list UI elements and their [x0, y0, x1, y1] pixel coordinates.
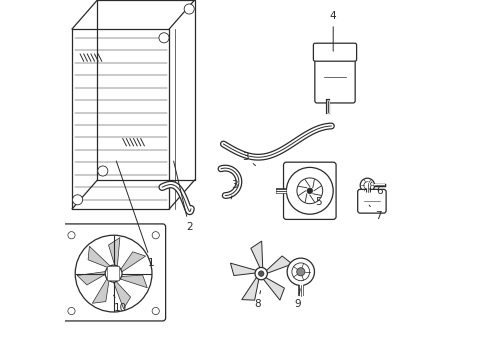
Text: 5: 5: [310, 191, 322, 207]
Text: 4: 4: [330, 11, 337, 51]
Polygon shape: [119, 252, 146, 274]
FancyBboxPatch shape: [314, 43, 357, 61]
Polygon shape: [230, 263, 257, 275]
FancyBboxPatch shape: [358, 189, 386, 213]
Text: 6: 6: [371, 182, 383, 196]
Polygon shape: [72, 29, 170, 209]
Circle shape: [73, 195, 83, 205]
Text: 1: 1: [116, 161, 155, 268]
Circle shape: [110, 270, 117, 277]
Circle shape: [159, 33, 169, 43]
Circle shape: [98, 166, 108, 176]
Polygon shape: [88, 246, 112, 269]
Circle shape: [307, 188, 313, 194]
Circle shape: [258, 271, 264, 276]
Polygon shape: [92, 276, 109, 303]
FancyBboxPatch shape: [315, 55, 355, 103]
Circle shape: [255, 267, 268, 280]
Text: 2: 2: [173, 161, 193, 232]
FancyBboxPatch shape: [62, 224, 166, 321]
Text: 3: 3: [231, 180, 238, 199]
Circle shape: [68, 231, 75, 239]
Circle shape: [184, 4, 194, 14]
Text: 10: 10: [114, 295, 127, 313]
Polygon shape: [242, 276, 259, 300]
Circle shape: [152, 307, 159, 315]
Circle shape: [75, 235, 152, 312]
Circle shape: [105, 265, 122, 282]
Polygon shape: [108, 238, 120, 269]
Polygon shape: [112, 279, 131, 309]
Circle shape: [297, 268, 305, 276]
Text: 9: 9: [294, 289, 300, 309]
Circle shape: [68, 307, 75, 315]
Text: 8: 8: [254, 291, 261, 309]
Circle shape: [152, 231, 159, 239]
Polygon shape: [263, 277, 284, 300]
Text: 7: 7: [369, 205, 382, 221]
Circle shape: [292, 263, 310, 281]
Circle shape: [286, 167, 333, 214]
Text: 3: 3: [242, 152, 255, 166]
Circle shape: [360, 178, 374, 193]
Polygon shape: [77, 271, 109, 285]
Circle shape: [287, 258, 315, 285]
Polygon shape: [251, 241, 263, 269]
Circle shape: [297, 178, 323, 204]
FancyBboxPatch shape: [107, 266, 120, 281]
FancyBboxPatch shape: [284, 162, 336, 220]
Polygon shape: [266, 256, 292, 274]
Circle shape: [364, 182, 371, 189]
Polygon shape: [117, 275, 147, 288]
